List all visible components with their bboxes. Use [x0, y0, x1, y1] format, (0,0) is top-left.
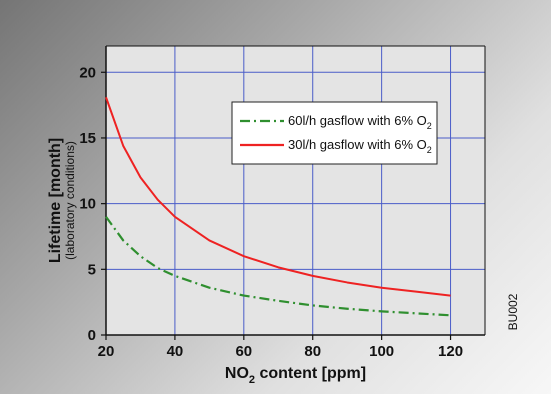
x-axis-title: NO2 content [ppm]: [225, 365, 366, 386]
series-line-60l: [105, 216, 451, 317]
series-line-30l: [105, 96, 451, 297]
y-tick-label: 0: [88, 327, 96, 344]
axes: [105, 45, 486, 336]
y-tick-label: 15: [79, 130, 96, 147]
y-tick-label: 10: [79, 196, 96, 213]
x-tick-label: 60: [235, 343, 252, 360]
x-axis-title-post: content [ppm]: [255, 365, 366, 382]
y-axis-title: Lifetime [month]: [47, 138, 64, 263]
legend-entry-60l: 60l/h gasflow with 6% O2: [288, 113, 432, 131]
x-tick-label: 20: [98, 343, 115, 360]
legend-entry-30l: 30l/h gasflow with 6% O2: [288, 137, 432, 155]
plot-background: [106, 46, 485, 335]
y-axis-subtitle: (laboratory conditions): [63, 141, 77, 260]
legend-box: [231, 101, 438, 165]
x-tick-label: 120: [438, 343, 463, 360]
tick-labels: 20 40 60 80 100 120 0 5 10 15 20: [79, 64, 463, 360]
x-axis-title-pre: NO: [225, 365, 249, 382]
figure-code-label: BU002: [506, 293, 520, 330]
legend-entry-60l-main: 60l/h gasflow with 6% O: [288, 113, 427, 128]
x-axis-title-subscript: 2: [249, 374, 255, 386]
y-tick-label: 5: [88, 261, 96, 278]
x-tick-label: 100: [369, 343, 394, 360]
y-tick-label: 20: [79, 64, 96, 81]
legend-entry-30l-subscript: 2: [427, 145, 432, 155]
legend: 60l/h gasflow with 6% O2 30l/h gasflow w…: [231, 101, 438, 165]
legend-entry-60l-subscript: 2: [427, 121, 432, 131]
legend-entry-30l-main: 30l/h gasflow with 6% O: [288, 137, 427, 152]
x-tick-label: 80: [304, 343, 321, 360]
series-lines: [105, 96, 451, 317]
x-tick-label: 40: [167, 343, 184, 360]
